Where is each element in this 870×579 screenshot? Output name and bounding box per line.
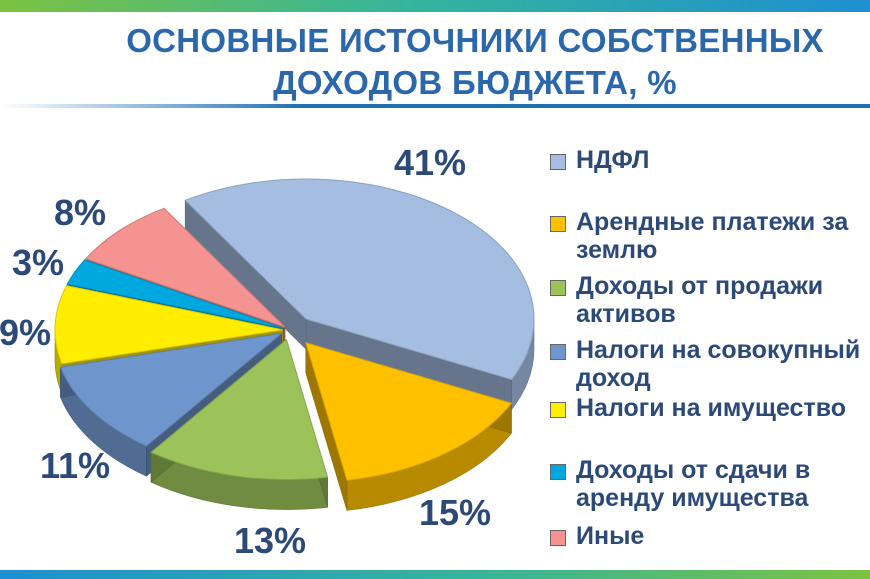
- pie-slice: [66, 259, 284, 329]
- legend-item: Арендные платежи за землю: [550, 208, 870, 272]
- legend-swatch: [550, 344, 566, 360]
- pie-data-labels: 41% 15% 13% 11% 9% 3% 8%: [0, 142, 491, 561]
- legend-label: Налоги на совокупный доход: [576, 336, 861, 392]
- pie-data-label: 13%: [234, 520, 306, 561]
- legend-swatch: [550, 402, 566, 418]
- legend-label: Доходы от продажи активов: [576, 272, 824, 328]
- legend-swatch: [550, 216, 566, 232]
- pie-slices: [54, 178, 535, 481]
- pie-data-label: 3%: [12, 242, 64, 283]
- pie-slice: [59, 332, 284, 447]
- pie-slice: [184, 178, 535, 381]
- pie-slice: [85, 207, 286, 328]
- legend-item: Доходы от продажи активов: [550, 272, 870, 336]
- legend-label: Иные: [576, 522, 645, 550]
- bottom-accent-bar: [0, 570, 870, 579]
- legend-label: Налоги на имущество: [576, 394, 847, 422]
- legend-swatch: [550, 154, 566, 170]
- legend-label: НДФЛ: [576, 146, 650, 174]
- legend-swatch: [550, 280, 566, 296]
- title-divider: [0, 104, 870, 108]
- chart-title-line-1: ОСНОВНЫЕ ИСТОЧНИКИ СОБСТВЕННЫХ: [126, 22, 824, 59]
- legend-label: Доходы от сдачи в аренду имущества: [576, 456, 811, 512]
- pie-data-label: 9%: [0, 312, 51, 353]
- pie-slice: [54, 285, 284, 365]
- legend-item: Налоги на совокупный доход: [550, 336, 870, 394]
- pie-data-label: 15%: [419, 492, 491, 533]
- legend-item: Иные: [550, 522, 870, 556]
- pie-slice: [305, 341, 513, 481]
- pie-data-label: 11%: [40, 445, 110, 486]
- pie-data-label: 8%: [54, 192, 106, 233]
- chart-title: ОСНОВНЫЕ ИСТОЧНИКИ СОБСТВЕННЫХ ДОХОДОВ Б…: [60, 20, 870, 104]
- pie-slice: [150, 338, 329, 481]
- chart-title-line-2: ДОХОДОВ БЮДЖЕТА, %: [273, 64, 677, 101]
- legend-label: Арендные платежи за землю: [576, 208, 849, 264]
- pie-data-label: 41%: [394, 142, 466, 183]
- legend-item: НДФЛ: [550, 146, 870, 208]
- legend-swatch: [550, 464, 566, 480]
- top-accent-bar: [0, 0, 870, 12]
- legend-item: Доходы от сдачи в аренду имущества: [550, 456, 870, 522]
- legend-swatch: [550, 530, 566, 546]
- legend-item: Налоги на имущество: [550, 394, 870, 456]
